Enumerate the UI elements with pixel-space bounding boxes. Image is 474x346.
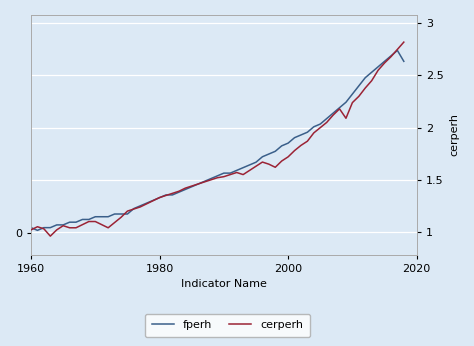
fperh [131,207,137,211]
fperh [228,171,233,175]
fperh [35,228,40,233]
cerperh [401,40,407,44]
Line: cerperh: cerperh [31,42,404,236]
fperh [305,130,310,134]
fperh [28,226,34,230]
X-axis label: Indicator Name: Indicator Name [181,280,267,290]
cerperh [47,234,53,238]
cerperh [228,173,233,177]
fperh [401,59,407,63]
cerperh [41,227,47,231]
Legend: fperh, cerperh: fperh, cerperh [145,314,310,337]
fperh [394,48,400,53]
Y-axis label: cerperh: cerperh [449,113,459,156]
cerperh [131,207,137,211]
fperh [73,220,79,224]
cerperh [305,139,310,143]
cerperh [73,226,79,230]
cerperh [92,219,98,224]
fperh [92,215,98,219]
cerperh [28,228,34,232]
Line: fperh: fperh [31,51,404,230]
fperh [47,226,53,230]
